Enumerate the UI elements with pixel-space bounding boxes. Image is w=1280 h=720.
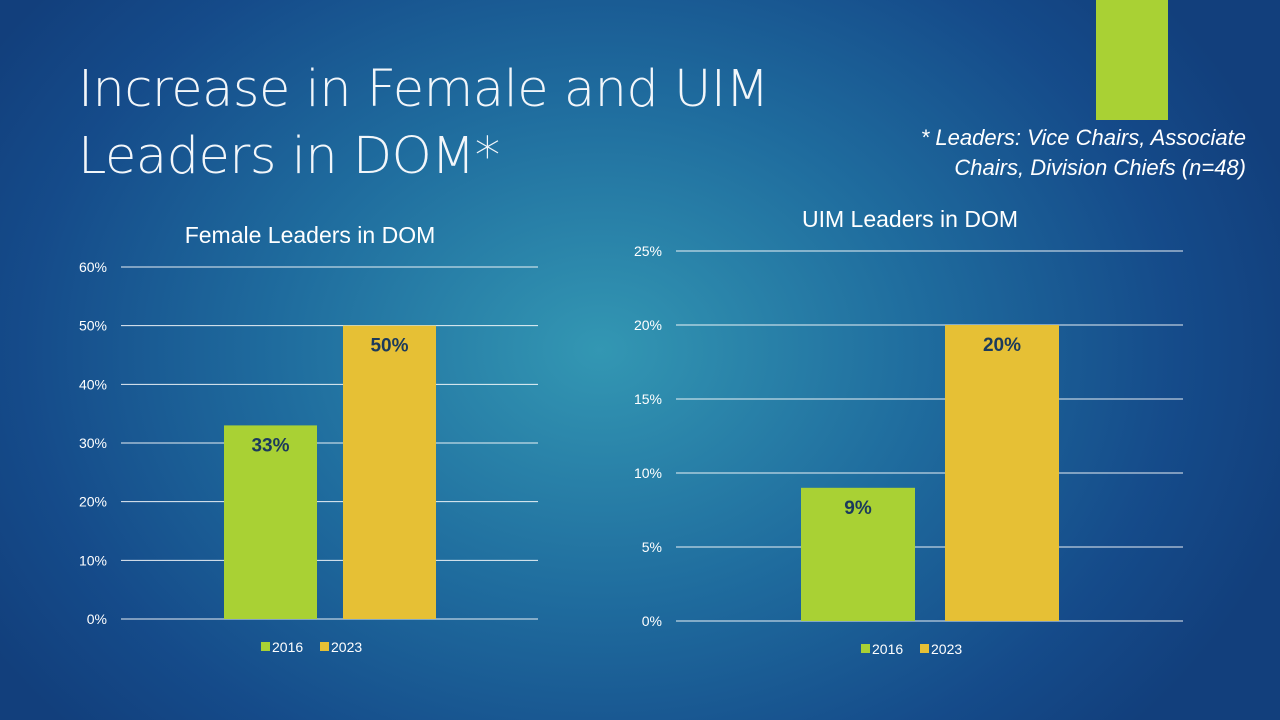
footnote: * Leaders: Vice Chairs, Associate Chairs… [826,123,1246,183]
slide-title: Increase in Female and UIM Leaders in DO… [78,56,878,190]
footnote-line-2: Chairs, Division Chiefs (n=48) [954,155,1246,180]
legend-swatch [320,642,329,651]
y-tick-label: 20% [79,494,107,510]
y-tick-label: 50% [79,318,107,334]
footnote-line-1: * Leaders: Vice Chairs, Associate [920,125,1246,150]
chart-title: Female Leaders in DOM [185,222,436,248]
data-label: 50% [370,336,408,357]
legend-label: 2023 [331,639,362,655]
slide-title-line-2: Leaders in DOM* [78,127,500,186]
slide-title-line-1: Increase in Female and UIM [78,60,769,119]
y-tick-label: 30% [79,435,107,451]
y-tick-label: 0% [87,611,107,627]
accent-bar [1096,0,1168,120]
y-tick-label: 40% [79,376,107,392]
bar-2016 [224,425,317,619]
legend-swatch [261,642,270,651]
legend-label: 2016 [272,639,303,655]
bar-2023 [343,325,436,619]
y-tick-label: 60% [79,259,107,275]
y-tick-label: 10% [79,552,107,568]
data-label: 33% [251,435,289,456]
